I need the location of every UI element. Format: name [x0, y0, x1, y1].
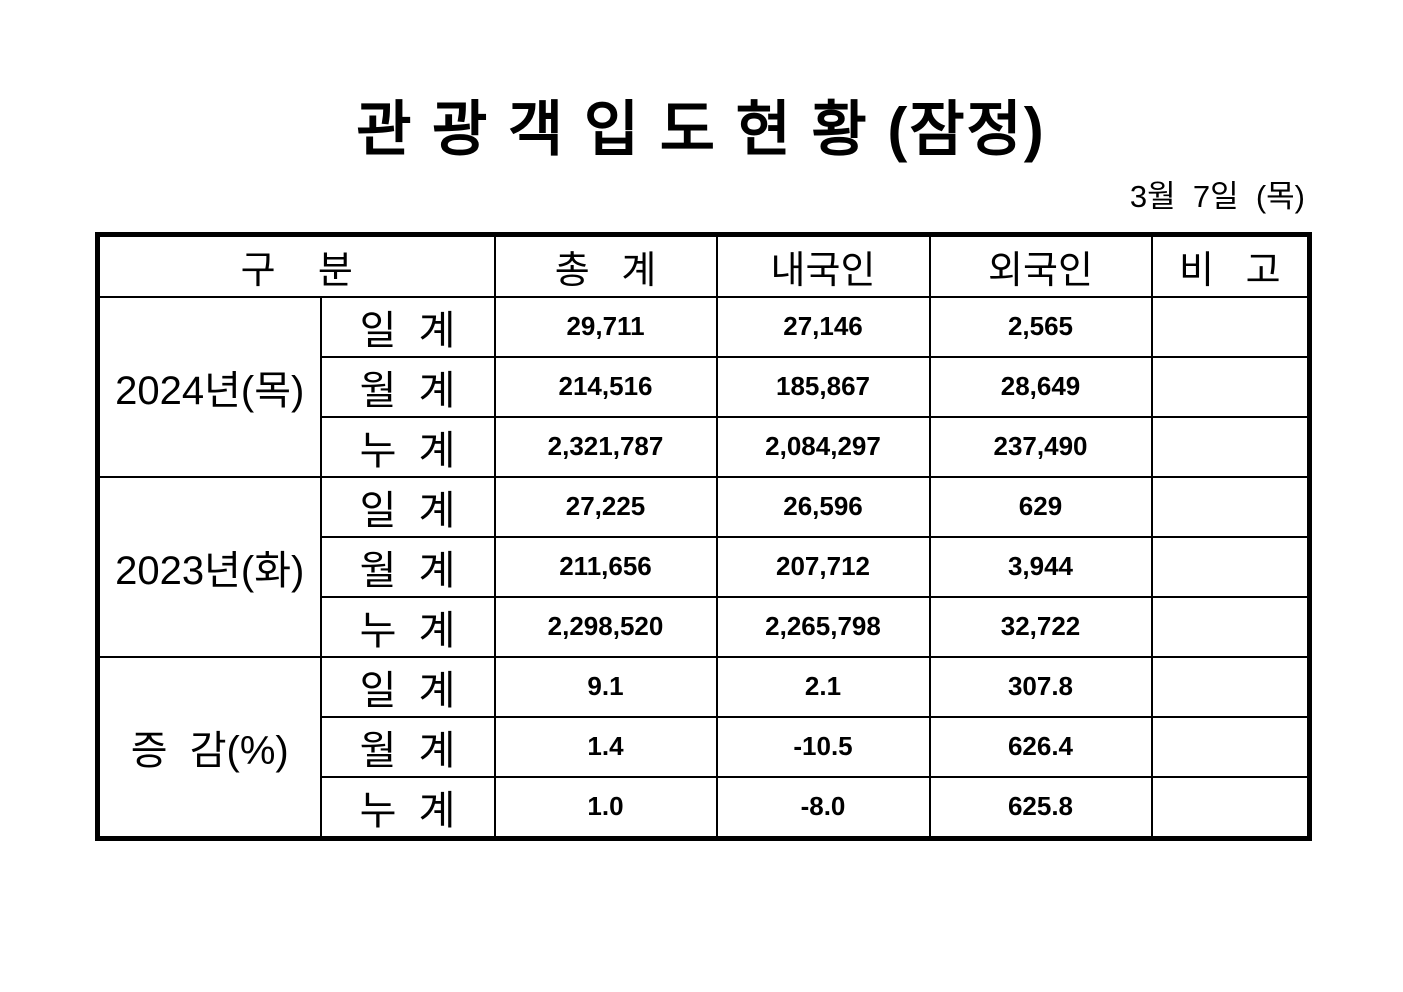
col-header-total: 총 계 — [493, 233, 718, 298]
value-change-cumulative-domestic: -8.0 — [715, 775, 931, 839]
col-header-domestic: 내국인 — [715, 233, 931, 298]
value-2023-cumulative-foreign: 32,722 — [928, 595, 1153, 658]
col-header-note: 비 고 — [1150, 233, 1311, 298]
value-change-cumulative-total: 1.0 — [493, 775, 718, 839]
value-2024-cumulative-foreign: 237,490 — [928, 415, 1153, 478]
value-change-daily-domestic: 2.1 — [715, 655, 931, 718]
value-change-monthly-domestic: -10.5 — [715, 715, 931, 778]
group-label-2024: 2024년(목) — [96, 295, 322, 478]
table-row: 누 계 1.0 -8.0 625.8 — [98, 775, 1311, 839]
value-change-daily-total: 9.1 — [493, 655, 718, 718]
row-label-change-daily: 일 계 — [319, 655, 496, 718]
table-row: 월 계 1.4 -10.5 626.4 — [98, 715, 1311, 778]
value-2024-daily-domestic: 27,146 — [715, 295, 931, 358]
value-2023-monthly-total: 211,656 — [493, 535, 718, 598]
table-row: 월 계 214,516 185,867 28,649 — [98, 355, 1311, 418]
note-2024-cumulative — [1150, 415, 1311, 478]
note-change-monthly — [1150, 715, 1311, 778]
group-label-2023: 2023년(화) — [96, 475, 322, 658]
row-label-2024-cumulative: 누 계 — [319, 415, 496, 478]
group-label-change: 증 감(%) — [96, 655, 322, 839]
note-2023-monthly — [1150, 535, 1311, 598]
value-2024-monthly-foreign: 28,649 — [928, 355, 1153, 418]
row-label-2024-monthly: 월 계 — [319, 355, 496, 418]
table-row: 누 계 2,298,520 2,265,798 32,722 — [98, 595, 1311, 658]
value-2024-monthly-total: 214,516 — [493, 355, 718, 418]
date-label: 3월 7일 (목) — [1129, 179, 1305, 214]
row-label-2023-cumulative: 누 계 — [319, 595, 496, 658]
value-change-monthly-total: 1.4 — [493, 715, 718, 778]
value-2024-daily-foreign: 2,565 — [928, 295, 1153, 358]
value-2023-daily-domestic: 26,596 — [715, 475, 931, 538]
value-2024-daily-total: 29,711 — [493, 295, 718, 358]
table-row: 누 계 2,321,787 2,084,297 237,490 — [98, 415, 1311, 478]
value-2023-cumulative-total: 2,298,520 — [493, 595, 718, 658]
value-2023-monthly-foreign: 3,944 — [928, 535, 1153, 598]
table-row: 증 감(%) 일 계 9.1 2.1 307.8 — [96, 655, 1311, 839]
row-label-2024-daily: 일 계 — [319, 295, 496, 358]
col-header-gubun: 구 분 — [96, 233, 496, 298]
table-row: 2023년(화) 일 계 27,225 26,596 629 — [96, 475, 1311, 658]
row-label-2023-daily: 일 계 — [319, 475, 496, 538]
value-change-monthly-foreign: 626.4 — [928, 715, 1153, 778]
value-2024-cumulative-total: 2,321,787 — [493, 415, 718, 478]
note-2024-monthly — [1150, 355, 1311, 418]
value-2023-monthly-domestic: 207,712 — [715, 535, 931, 598]
value-2024-monthly-domestic: 185,867 — [715, 355, 931, 418]
value-change-daily-foreign: 307.8 — [928, 655, 1153, 718]
row-label-change-monthly: 월 계 — [319, 715, 496, 778]
table-row: 2024년(목) 일 계 29,711 27,146 2,565 — [96, 295, 1311, 478]
page-title: 관 광 객 입 도 현 황 (잠정) — [356, 96, 1046, 163]
note-change-cumulative — [1150, 775, 1311, 839]
table-header-row: 구 분 총 계 내국인 외국인 비 고 — [96, 233, 1311, 298]
note-change-daily — [1150, 655, 1311, 718]
note-2023-daily — [1150, 475, 1311, 538]
note-2023-cumulative — [1150, 595, 1311, 658]
value-change-cumulative-foreign: 625.8 — [928, 775, 1153, 839]
note-2024-daily — [1150, 295, 1311, 358]
value-2024-cumulative-domestic: 2,084,297 — [715, 415, 931, 478]
row-label-2023-monthly: 월 계 — [319, 535, 496, 598]
document-content: 관 광 객 입 도 현 황 (잠정) 3월 7일 (목) 구 분 총 계 내국인… — [95, 0, 1312, 841]
value-2023-daily-foreign: 629 — [928, 475, 1153, 538]
col-header-foreign: 외국인 — [928, 233, 1153, 298]
tourist-arrival-table: 구 분 총 계 내국인 외국인 비 고 2024년(목) 일 계 29,711 … — [95, 232, 1312, 841]
value-2023-cumulative-domestic: 2,265,798 — [715, 595, 931, 658]
table-row: 월 계 211,656 207,712 3,944 — [98, 535, 1311, 598]
value-2023-daily-total: 27,225 — [493, 475, 718, 538]
row-label-change-cumulative: 누 계 — [319, 775, 496, 839]
